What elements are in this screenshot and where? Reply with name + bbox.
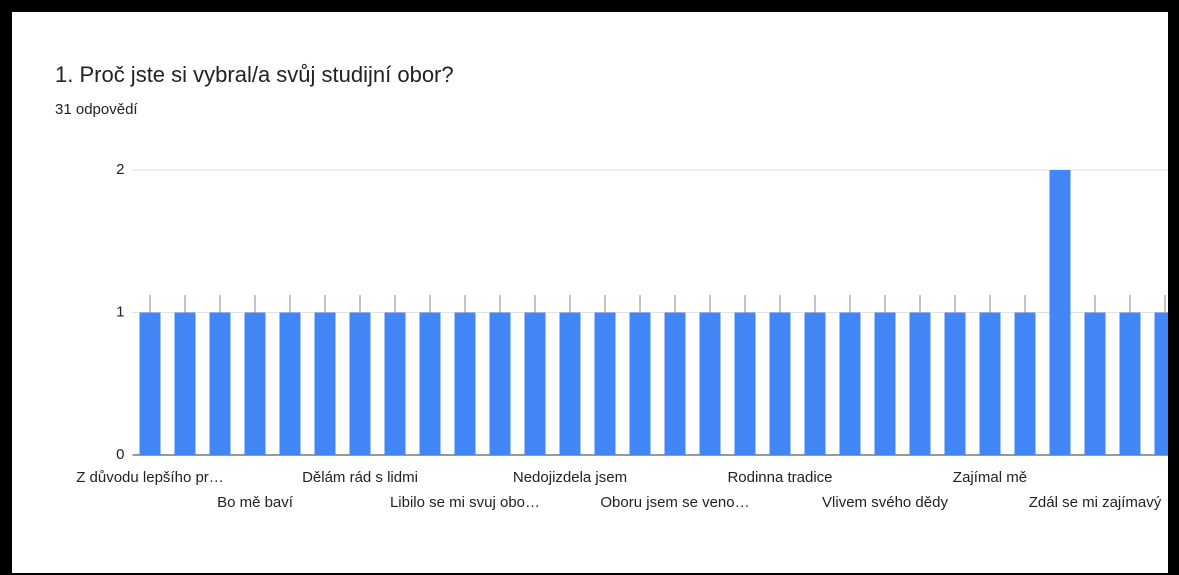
bar	[1084, 312, 1106, 455]
x-tick-label: Oboru jsem se veno…	[600, 494, 749, 511]
card	[12, 12, 1168, 573]
bar	[1049, 170, 1071, 455]
bar	[664, 312, 686, 455]
bar	[979, 312, 1001, 455]
x-tick-label: Rodinna tradice	[727, 469, 832, 486]
bar	[279, 312, 301, 455]
x-tick-label: Vlivem svého dědy	[822, 494, 948, 511]
bar	[209, 312, 231, 455]
bar	[734, 312, 756, 455]
bar	[419, 312, 441, 455]
bar	[314, 312, 336, 455]
x-tick-label: Libilo se mi svuj obo…	[390, 494, 540, 511]
x-tick-label: Zajímal mě	[953, 469, 1027, 486]
y-tick-label: 2	[116, 161, 124, 178]
bar	[909, 312, 931, 455]
bar	[874, 312, 896, 455]
plot: 0 1 2 Z důvodu lepšího pr… Bo mě baví Dělám r…	[76, 161, 1168, 511]
bar	[384, 312, 406, 455]
bar	[139, 312, 161, 455]
bar	[1014, 312, 1036, 455]
y-tick-label: 1	[116, 303, 124, 320]
chart-title: 1. Proč jste si vybral/a svůj studijní o…	[55, 62, 454, 87]
bar	[244, 312, 266, 455]
bar	[349, 312, 371, 455]
bar	[769, 312, 791, 455]
y-tick-label: 0	[116, 446, 124, 463]
bar	[804, 312, 826, 455]
bar	[629, 312, 651, 455]
bar	[524, 312, 546, 455]
bar	[944, 312, 966, 455]
x-tick-label: Z důvodu lepšího pr…	[76, 469, 224, 486]
bar	[699, 312, 721, 455]
bar	[839, 312, 861, 455]
x-tick-label: Bo mě baví	[217, 494, 294, 511]
x-tick-label: Zdál se mi zajímavý	[1029, 494, 1162, 511]
x-tick-label: Dělám rád s lidmi	[302, 469, 418, 486]
bar	[1119, 312, 1141, 455]
bar	[489, 312, 511, 455]
bar	[174, 312, 196, 455]
bar	[559, 312, 581, 455]
bar	[594, 312, 616, 455]
bar	[1154, 312, 1168, 455]
chart-subtitle: 31 odpovědí	[55, 101, 138, 118]
bar	[454, 312, 476, 455]
x-tick-label: Nedojizdela jsem	[513, 469, 627, 486]
